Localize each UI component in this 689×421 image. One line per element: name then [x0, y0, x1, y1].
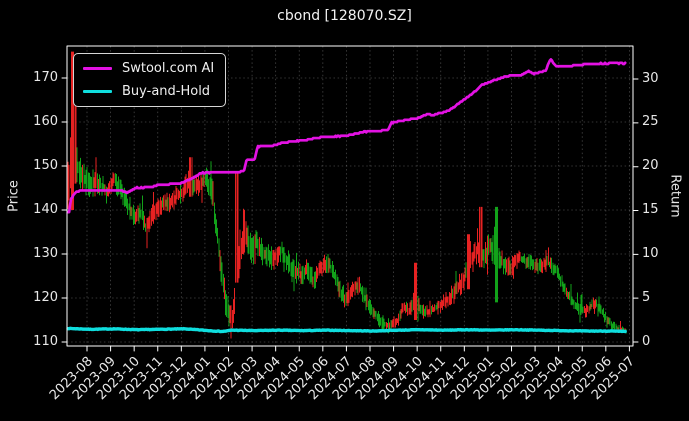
legend-item-buy-and-hold: Buy-and-Hold [83, 83, 214, 100]
right-axis-label: Return [667, 174, 683, 218]
right-ytick-label: 25 [642, 114, 659, 130]
legend-label-buy-and-hold: Buy-and-Hold [122, 84, 211, 99]
right-ytick-label: 30 [642, 70, 659, 86]
right-ytick-label: 15 [642, 202, 659, 218]
legend-line-swatch-ai [83, 66, 112, 71]
left-ytick-label: 170 [33, 69, 58, 85]
right-ytick-label: 20 [642, 158, 659, 174]
left-ytick-label: 130 [33, 245, 58, 261]
left-ytick-label: 120 [33, 289, 58, 305]
right-ytick-label: 10 [642, 245, 659, 261]
right-ytick-label: 5 [642, 289, 651, 305]
right-ytick-label: 0 [642, 333, 651, 349]
left-ytick-label: 110 [33, 333, 58, 349]
legend-line-swatch-buy-and-hold [83, 89, 112, 94]
left-ytick-label: 150 [33, 157, 58, 173]
legend-label-ai: Swtool.com AI [122, 61, 215, 76]
left-ytick-label: 140 [33, 201, 58, 217]
left-ytick-label: 160 [33, 113, 58, 129]
legend-item-ai: Swtool.com AI [83, 60, 214, 77]
legend: Swtool.com AI Buy-and-Hold [73, 53, 227, 107]
